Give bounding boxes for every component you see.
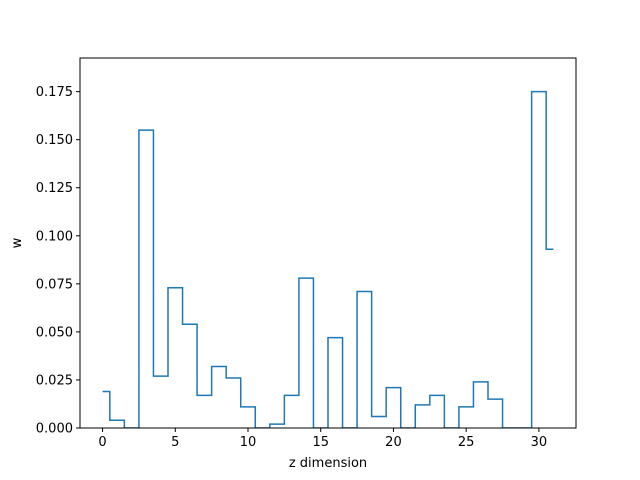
y-tick-label: 0.025 [36,373,73,388]
x-tick-label: 30 [531,435,548,450]
x-tick-label: 25 [458,435,475,450]
y-tick-label: 0.075 [36,277,73,292]
x-axis: 0 5 10 15 20 25 30 [98,428,547,450]
x-tick-label: 10 [240,435,257,450]
y-tick-label: 0.100 [36,229,73,244]
plot-frame [79,57,577,429]
y-axis: 0.000 0.025 0.050 0.075 0.100 0.125 0.150 0.175 [36,85,80,437]
x-tick-label: 0 [98,435,106,450]
x-tick-label: 15 [312,435,329,450]
y-tick-label: 0.000 [36,422,73,437]
x-axis-label: z dimension [289,456,367,471]
x-tick-label: 5 [171,435,179,450]
series-line-0 [102,90,554,428]
y-axis-label: w [10,237,25,248]
x-tick-label: 20 [385,435,402,450]
y-tick-label: 0.150 [36,133,73,148]
y-tick-label: 0.175 [36,85,73,100]
series-group [102,90,554,428]
y-tick-label: 0.125 [36,181,73,196]
y-tick-label: 0.050 [36,325,73,340]
